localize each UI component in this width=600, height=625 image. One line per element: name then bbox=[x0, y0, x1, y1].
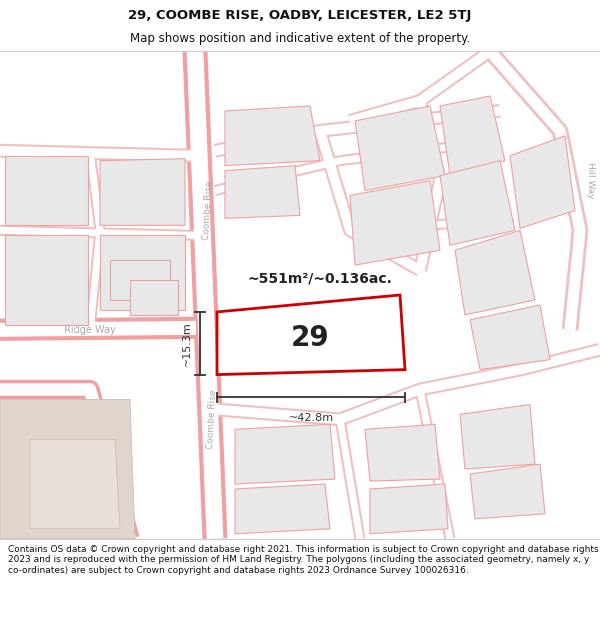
Text: Ridge Way: Ridge Way bbox=[64, 325, 116, 335]
Polygon shape bbox=[470, 305, 550, 369]
Polygon shape bbox=[225, 166, 300, 218]
Polygon shape bbox=[225, 106, 320, 166]
Text: ~551m²/~0.136ac.: ~551m²/~0.136ac. bbox=[248, 271, 392, 285]
Polygon shape bbox=[100, 235, 185, 310]
Polygon shape bbox=[5, 235, 88, 325]
Polygon shape bbox=[5, 156, 88, 226]
Polygon shape bbox=[470, 464, 545, 519]
Polygon shape bbox=[370, 484, 448, 534]
Polygon shape bbox=[510, 136, 575, 228]
Polygon shape bbox=[440, 96, 505, 176]
Text: 29: 29 bbox=[290, 324, 329, 352]
Polygon shape bbox=[455, 231, 535, 315]
Polygon shape bbox=[110, 260, 170, 300]
Text: Coombe Rise: Coombe Rise bbox=[206, 389, 218, 449]
Polygon shape bbox=[100, 159, 185, 226]
Text: 29, COOMBE RISE, OADBY, LEICESTER, LE2 5TJ: 29, COOMBE RISE, OADBY, LEICESTER, LE2 5… bbox=[128, 9, 472, 22]
Text: ~15.3m: ~15.3m bbox=[182, 321, 192, 366]
Text: ~42.8m: ~42.8m bbox=[289, 413, 334, 423]
Polygon shape bbox=[217, 295, 405, 374]
Polygon shape bbox=[130, 280, 178, 315]
Polygon shape bbox=[0, 399, 135, 539]
Polygon shape bbox=[30, 439, 120, 529]
Polygon shape bbox=[365, 424, 440, 481]
Text: Contains OS data © Crown copyright and database right 2021. This information is : Contains OS data © Crown copyright and d… bbox=[8, 545, 598, 574]
Polygon shape bbox=[440, 161, 515, 245]
Polygon shape bbox=[235, 484, 330, 534]
Polygon shape bbox=[355, 106, 445, 191]
Text: Coombe Rise: Coombe Rise bbox=[202, 181, 214, 241]
Text: Hill Way: Hill Way bbox=[586, 162, 595, 199]
Text: Map shows position and indicative extent of the property.: Map shows position and indicative extent… bbox=[130, 32, 470, 45]
Polygon shape bbox=[460, 404, 535, 469]
Polygon shape bbox=[235, 424, 335, 484]
Polygon shape bbox=[350, 181, 440, 265]
